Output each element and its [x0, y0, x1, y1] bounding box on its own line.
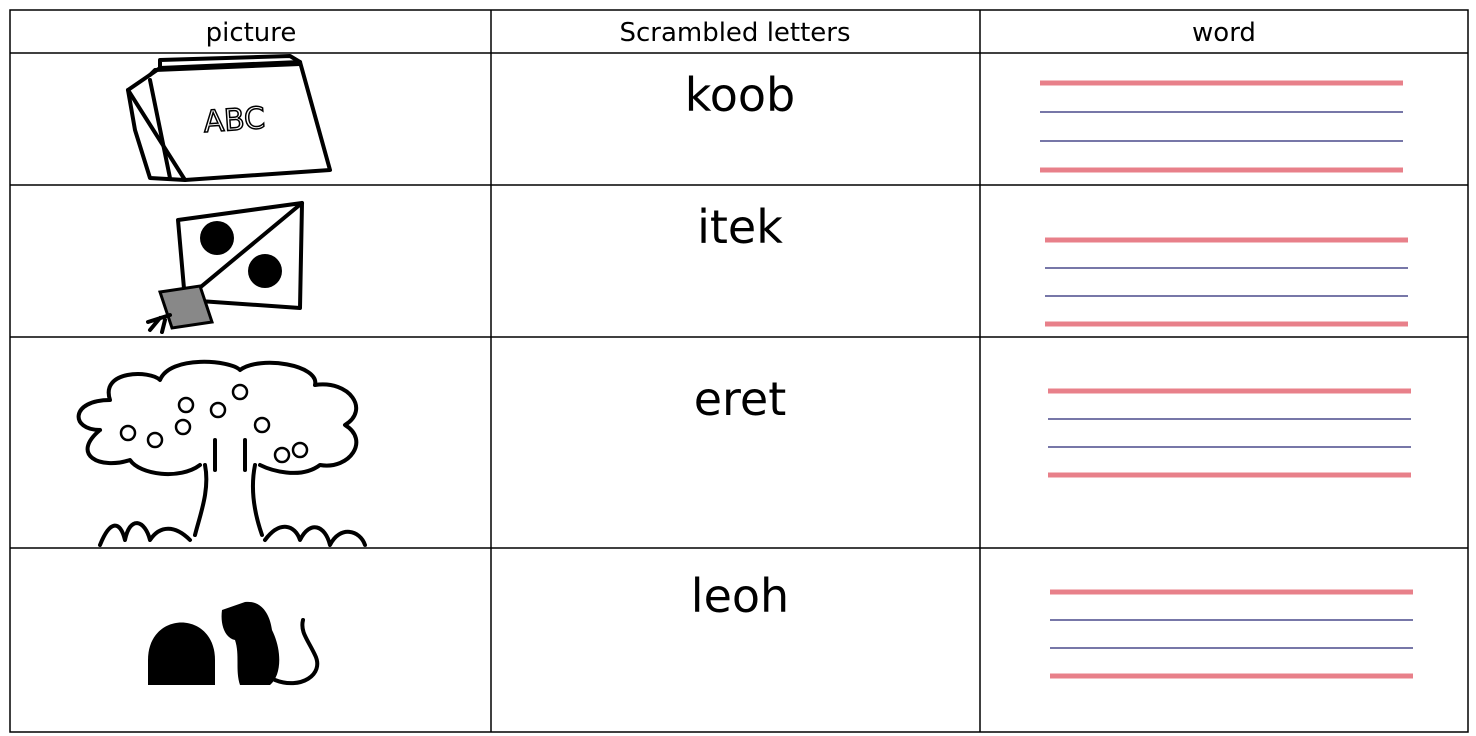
header-cell: picture [206, 18, 297, 48]
table-grid [9, 9, 1469, 733]
scrambled-word: eret [694, 372, 787, 426]
mouse-hole-picture [148, 601, 320, 686]
scrambled-word: leoh [691, 569, 789, 623]
tree-picture [76, 359, 367, 547]
writing-lines [1040, 80, 1413, 679]
header-cell: Scrambled letters [619, 18, 850, 48]
book-picture: ABC [126, 54, 332, 182]
book-label: ABC [202, 101, 266, 140]
kite-picture [146, 201, 304, 334]
scrambled-word: itek [697, 200, 783, 254]
scrambled-word: koob [685, 68, 796, 122]
header-cell: word [1192, 18, 1256, 48]
